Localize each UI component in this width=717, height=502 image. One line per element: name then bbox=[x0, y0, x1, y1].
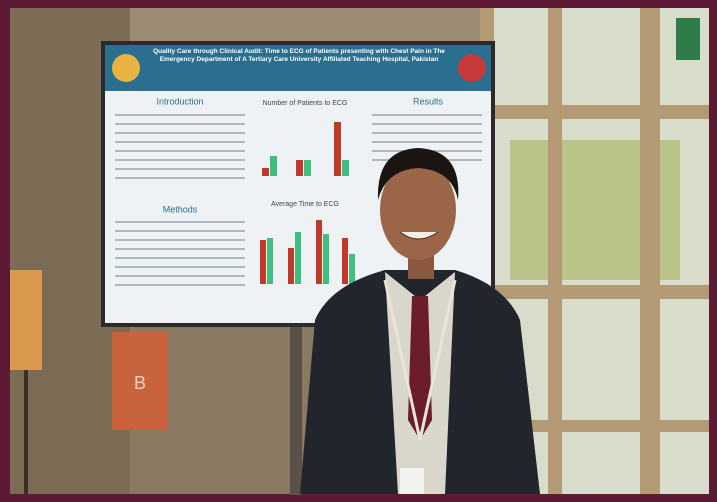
hair bbox=[377, 148, 459, 200]
face bbox=[380, 160, 456, 260]
logo bbox=[112, 54, 140, 82]
chart-title: Average Time to ECG bbox=[271, 201, 339, 208]
poster-header bbox=[105, 45, 491, 91]
tie bbox=[408, 296, 432, 440]
stand bbox=[290, 325, 302, 495]
smile bbox=[399, 231, 439, 240]
exit-sign bbox=[676, 18, 700, 60]
sign bbox=[112, 332, 168, 430]
section-heading: Results bbox=[413, 96, 444, 106]
logo bbox=[458, 54, 486, 82]
section-heading: Introduction bbox=[156, 96, 203, 106]
lamp bbox=[10, 270, 42, 370]
chart-title: Number of Patients to ECG bbox=[263, 100, 348, 107]
sign-letter: B bbox=[134, 373, 146, 393]
poster-title: Quality Care through Clinical Audit: Tim… bbox=[153, 48, 445, 63]
badge bbox=[400, 468, 424, 494]
section-heading: Methods bbox=[163, 204, 198, 214]
lanyard bbox=[383, 279, 457, 441]
poster-title-box: Quality Care through Clinical Audit: Tim… bbox=[153, 48, 445, 63]
lamp-stand bbox=[24, 370, 28, 494]
poster-bars bbox=[260, 122, 355, 284]
